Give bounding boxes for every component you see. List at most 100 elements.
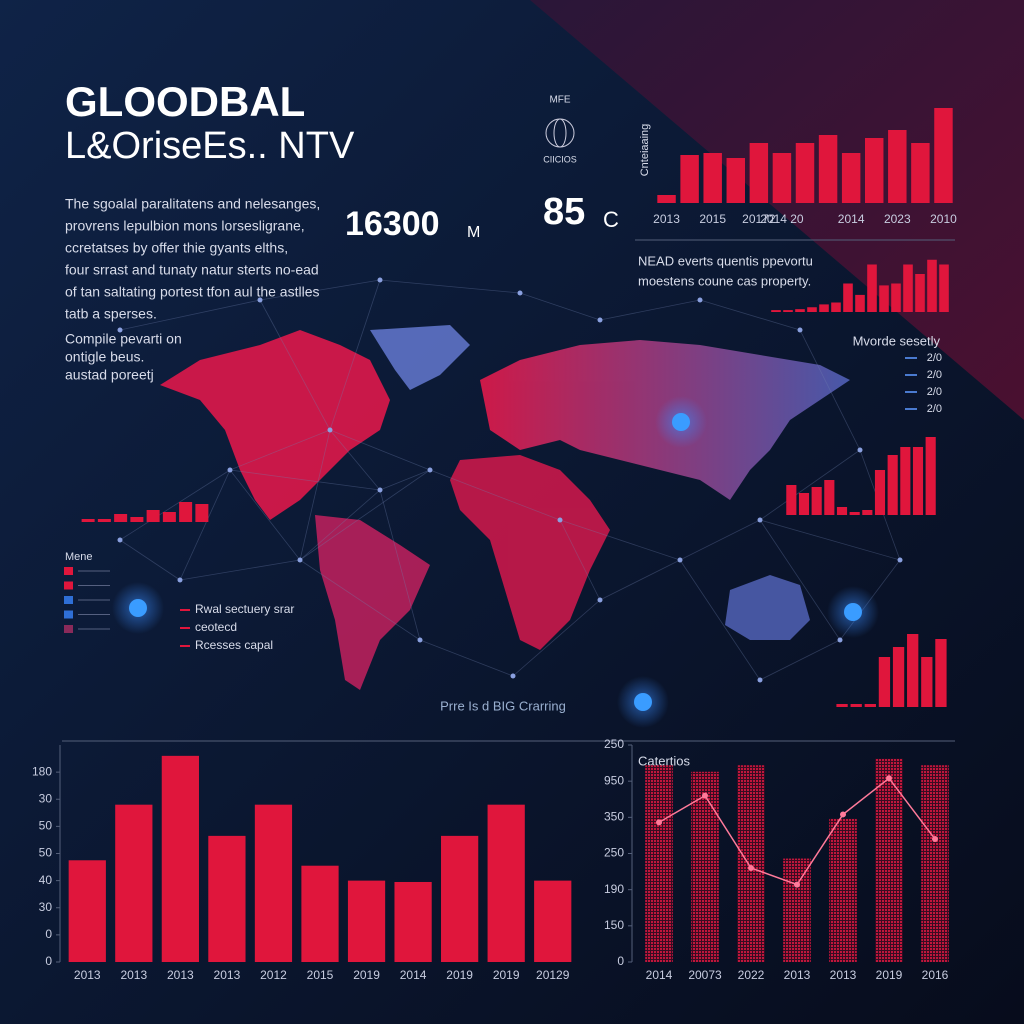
network-link [679, 559, 761, 681]
line-point [794, 881, 800, 888]
line-point [656, 819, 662, 826]
glow-dot [634, 693, 652, 711]
line-point [932, 836, 938, 843]
title: GLOODBAL [65, 78, 305, 125]
intro-line: provrens lepulbion mons lorsesligrane, [65, 218, 305, 234]
bar [130, 517, 144, 522]
bar [772, 153, 792, 203]
intro-line: tatb a sperses. [65, 306, 157, 322]
x-tick-label: 2013 [74, 968, 101, 982]
bar [301, 865, 339, 962]
x-tick-label: 2014 [646, 968, 673, 982]
network-node [177, 577, 183, 583]
network-link [759, 519, 901, 561]
y-tick-label: 250 [604, 846, 624, 860]
bar [879, 285, 889, 312]
network-link [559, 519, 601, 601]
network-link [179, 559, 301, 581]
bar [850, 704, 862, 707]
bar [179, 502, 193, 522]
bar [726, 158, 745, 203]
continent [725, 575, 810, 640]
bar [771, 310, 781, 312]
network-link [119, 469, 231, 541]
network-node [757, 517, 763, 523]
continent [370, 325, 470, 390]
network-link [559, 519, 681, 561]
bar [874, 470, 886, 515]
x-tick-label: 2022 [738, 968, 765, 982]
network-link [329, 279, 381, 431]
bar [115, 804, 153, 962]
network-link [299, 489, 381, 561]
bar [927, 259, 937, 312]
bar [394, 881, 432, 962]
network [112, 277, 903, 728]
network-link [379, 279, 521, 294]
y-tick-label: 0 [45, 954, 52, 968]
legend-item: 2/0 [927, 403, 942, 415]
x-tick-label: 20129 [536, 968, 570, 982]
intro-line: The sgoalal paralitatens and nelesanges, [65, 196, 320, 212]
network-node [597, 317, 603, 323]
bar [836, 704, 848, 707]
network-link [379, 489, 421, 641]
network-node [327, 427, 333, 433]
glow-dot [129, 599, 147, 617]
key-swatch [64, 625, 73, 633]
network-node [377, 277, 383, 283]
y-tick-label: 190 [604, 882, 624, 896]
bar [887, 455, 898, 515]
network-link [759, 519, 841, 641]
stat-value: 85 [543, 191, 585, 233]
bar [900, 447, 911, 515]
x-tick-label: 2019 [876, 968, 903, 982]
y-tick-label: 180 [32, 764, 52, 778]
network-link [229, 469, 381, 491]
intro: The sgoalal paralitatens and nelesanges,… [65, 196, 320, 322]
network-link [299, 429, 331, 561]
y-tick-label: 350 [604, 810, 624, 824]
bar [862, 510, 873, 515]
network-node [757, 677, 763, 683]
network-node [257, 297, 263, 303]
x-tick-label: 2014 [400, 968, 427, 982]
bar [925, 437, 936, 515]
bar [891, 283, 901, 312]
x-tick-label: 2019 [446, 968, 473, 982]
bar [864, 704, 876, 707]
line-point [840, 811, 846, 818]
network-node [297, 557, 303, 563]
stat-unit: C [603, 207, 619, 232]
network-node [557, 517, 563, 523]
bar [921, 657, 933, 707]
bar [855, 294, 865, 312]
legend-item: 2/0 [927, 352, 942, 364]
bar [824, 480, 835, 515]
bar [878, 657, 891, 707]
note-line: Compile pevarti on [65, 331, 182, 347]
x-tick-label: 2013 [784, 968, 811, 982]
bar [786, 485, 797, 515]
x-tick-label: 2013 [167, 968, 194, 982]
y-tick-label: 950 [604, 773, 624, 787]
network-node [677, 557, 683, 563]
network-link [419, 639, 514, 677]
intro-line: of tan saltating portest tfon aul the as… [65, 284, 320, 300]
chart-title: Catertios [638, 753, 691, 768]
bar [534, 880, 572, 962]
bar [915, 274, 925, 312]
x-tick-label: 2023 [884, 212, 911, 226]
network-node [857, 447, 863, 453]
x-tick-label: 2013 [830, 968, 857, 982]
map-label: Rcesses capal [195, 638, 273, 652]
network-link [519, 292, 601, 321]
bar [819, 304, 829, 312]
x-tick-label: 2013 [653, 212, 680, 226]
key-title: Mene [65, 551, 93, 563]
bar [798, 493, 810, 515]
key-swatch [64, 581, 73, 590]
x-tick-label: 2016 [922, 968, 949, 982]
note-line: NEAD everts quentis ppevortu [638, 253, 813, 268]
